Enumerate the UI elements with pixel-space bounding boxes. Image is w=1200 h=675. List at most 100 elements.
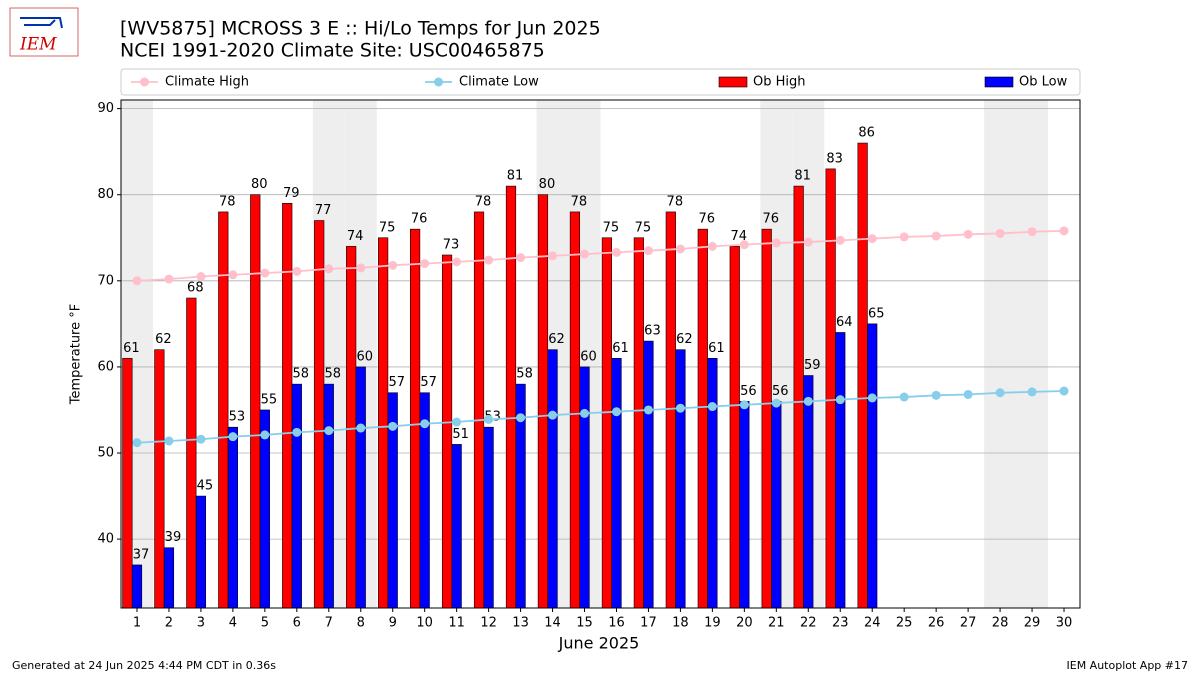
point bbox=[835, 395, 845, 405]
legend-swatch bbox=[718, 76, 748, 88]
weekend-band bbox=[984, 100, 1017, 608]
data-label: 76 bbox=[411, 212, 428, 227]
bar bbox=[803, 375, 814, 609]
x-tick-label: 27 bbox=[960, 616, 977, 631]
bar bbox=[163, 547, 175, 609]
chart-subtitle: NCEI 1991-2020 Climate Site: USC00465875 bbox=[120, 40, 545, 62]
data-label: 74 bbox=[730, 229, 747, 244]
point bbox=[516, 413, 526, 423]
data-label: 60 bbox=[580, 349, 597, 364]
point bbox=[292, 266, 302, 276]
data-label: 81 bbox=[794, 169, 811, 184]
point bbox=[420, 259, 430, 269]
point bbox=[1027, 227, 1037, 237]
bar bbox=[227, 426, 238, 609]
data-label: 62 bbox=[548, 332, 565, 347]
x-tick-label: 24 bbox=[864, 616, 881, 631]
data-label: 39 bbox=[165, 530, 182, 545]
point bbox=[484, 255, 494, 265]
data-label: 75 bbox=[635, 220, 652, 235]
y-axis-label: Temperature °F bbox=[69, 304, 84, 405]
point bbox=[707, 241, 717, 251]
bar bbox=[547, 349, 558, 609]
data-label: 81 bbox=[507, 169, 524, 184]
data-label: 83 bbox=[826, 151, 843, 166]
bar bbox=[611, 358, 622, 609]
logo-icon bbox=[20, 17, 63, 29]
point bbox=[452, 417, 462, 427]
chart-title: [WV5875] MCROSS 3 E :: Hi/Lo Temps for J… bbox=[120, 18, 601, 40]
point bbox=[516, 253, 526, 263]
bar bbox=[579, 366, 590, 609]
x-tick-label: 17 bbox=[640, 616, 657, 631]
bar bbox=[259, 409, 270, 609]
legend-label: Ob High bbox=[753, 75, 806, 90]
data-label: 77 bbox=[315, 203, 332, 218]
bar bbox=[643, 340, 654, 609]
point bbox=[643, 246, 653, 256]
point bbox=[611, 407, 621, 417]
x-tick-label: 14 bbox=[544, 616, 561, 631]
data-label: 56 bbox=[772, 384, 789, 399]
point bbox=[356, 263, 366, 273]
bar bbox=[441, 254, 453, 609]
bar bbox=[665, 211, 676, 609]
bar bbox=[569, 211, 581, 609]
bar bbox=[451, 444, 462, 609]
y-tick-label: 40 bbox=[97, 532, 114, 547]
data-label: 78 bbox=[571, 194, 588, 209]
bar bbox=[218, 211, 229, 609]
point bbox=[260, 430, 270, 440]
x-tick-label: 6 bbox=[293, 616, 301, 631]
data-label: 63 bbox=[644, 324, 661, 339]
data-label: 80 bbox=[539, 177, 556, 192]
data-label: 86 bbox=[858, 126, 875, 141]
point bbox=[707, 402, 717, 412]
line bbox=[136, 229, 1065, 282]
point bbox=[388, 260, 398, 270]
point bbox=[356, 423, 366, 433]
y-tick-label: 90 bbox=[97, 101, 114, 116]
x-tick-label: 29 bbox=[1024, 616, 1041, 631]
data-label: 58 bbox=[325, 367, 342, 382]
point bbox=[867, 234, 877, 244]
x-tick-label: 5 bbox=[261, 616, 269, 631]
data-label: 58 bbox=[293, 367, 310, 382]
bar bbox=[675, 349, 686, 609]
x-tick-label: 12 bbox=[480, 616, 497, 631]
bar bbox=[154, 349, 165, 609]
x-tick-label: 25 bbox=[896, 616, 913, 631]
x-tick-label: 26 bbox=[928, 616, 945, 631]
point bbox=[675, 403, 685, 413]
x-tick-label: 3 bbox=[197, 616, 205, 631]
point bbox=[1059, 386, 1069, 396]
bar bbox=[378, 237, 389, 609]
bar bbox=[346, 246, 357, 609]
point bbox=[899, 392, 909, 402]
x-tick-label: 8 bbox=[357, 616, 365, 631]
bar bbox=[761, 228, 772, 609]
logo-frame bbox=[9, 7, 79, 57]
point bbox=[931, 390, 941, 400]
data-label: 80 bbox=[251, 177, 268, 192]
point bbox=[739, 240, 749, 250]
x-tick-label: 16 bbox=[608, 616, 625, 631]
data-label: 74 bbox=[347, 229, 364, 244]
legend-label: Climate Low bbox=[459, 75, 539, 90]
data-label: 62 bbox=[676, 332, 693, 347]
point bbox=[388, 421, 398, 431]
point bbox=[995, 228, 1005, 238]
x-tick-label: 19 bbox=[704, 616, 721, 631]
x-tick-label: 11 bbox=[448, 616, 465, 631]
bar bbox=[505, 185, 517, 609]
x-tick-label: 18 bbox=[672, 616, 689, 631]
data-label: 62 bbox=[155, 332, 172, 347]
legend-label: Ob Low bbox=[1019, 75, 1068, 90]
data-label: 58 bbox=[516, 367, 533, 382]
point bbox=[931, 231, 941, 241]
x-tick-label: 21 bbox=[768, 616, 785, 631]
bar bbox=[483, 426, 494, 609]
x-tick-label: 28 bbox=[992, 616, 1009, 631]
bar bbox=[793, 185, 804, 609]
bar bbox=[473, 211, 485, 609]
